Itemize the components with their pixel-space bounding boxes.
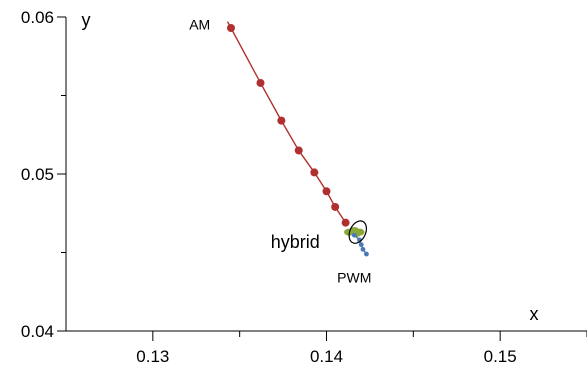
point-am-7 (341, 218, 350, 227)
series-am (226, 21, 350, 227)
y-tick-label-1: 0.05 (21, 165, 54, 184)
x-tick-label-2: 0.15 (484, 347, 517, 366)
y-tick-label-0: 0.04 (21, 322, 54, 341)
point-am-3 (294, 146, 303, 155)
point-pwm-3 (360, 246, 366, 252)
point-pwm-2 (358, 242, 364, 248)
point-am-6 (331, 202, 340, 211)
y-tick-label-2: 0.06 (21, 8, 54, 27)
annotation-am: AM (189, 17, 210, 33)
point-am-4 (310, 168, 319, 177)
x-tick-label-1: 0.14 (310, 347, 343, 366)
axes (65, 17, 587, 332)
annotation-pwm: PWM (337, 269, 371, 285)
annotations: AM hybrid PWM (189, 17, 371, 286)
y-axis-label: y (82, 10, 91, 30)
point-am-0 (226, 23, 235, 32)
hybrid-ellipse (348, 220, 368, 244)
x-axis-label: x (530, 304, 539, 324)
point-am-2 (277, 116, 286, 125)
point-am-5 (322, 187, 331, 196)
x-tick-label-0: 0.13 (136, 347, 169, 366)
series-pwm (351, 232, 369, 257)
ticks: 0.13 0.14 0.15 0.04 0.05 0.06 (21, 8, 587, 366)
series (226, 21, 369, 257)
point-pwm-4 (364, 251, 369, 257)
point-am-1 (256, 78, 265, 87)
annotation-hybrid: hybrid (271, 232, 320, 252)
point-pwm-0 (351, 232, 357, 238)
